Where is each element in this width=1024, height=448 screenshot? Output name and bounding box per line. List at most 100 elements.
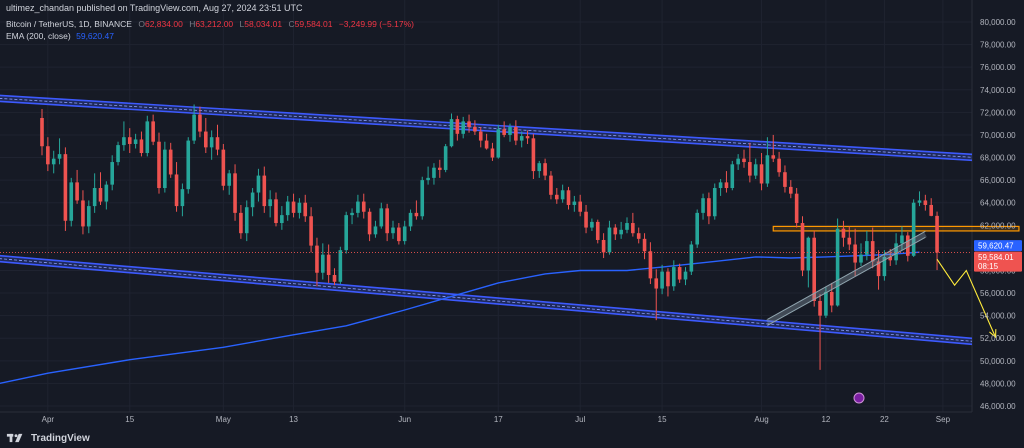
candle-body: [116, 145, 120, 163]
event-marker-icon[interactable]: [853, 392, 865, 404]
candle-body: [473, 127, 477, 132]
candle-body: [356, 201, 360, 213]
candle-body: [736, 158, 740, 165]
y-tick-label: 68,000.00: [980, 154, 1016, 163]
ema-price-tag-label: 59,620.47: [978, 242, 1014, 251]
candle-body: [677, 267, 682, 280]
candle-body: [57, 154, 62, 159]
candle-body: [718, 182, 723, 189]
lower-channel-line-mid: [0, 258, 972, 342]
candle-body: [666, 271, 670, 287]
x-tick-label: 15: [125, 415, 134, 424]
candle-body: [309, 216, 313, 246]
candle-body: [461, 121, 465, 134]
candle-body: [601, 239, 606, 253]
projection-arrow-path: [936, 258, 997, 338]
candle-body: [707, 198, 711, 217]
candle-body: [701, 198, 705, 213]
candle-body: [186, 140, 191, 190]
candle-body: [870, 241, 875, 262]
open-value: 62,834.00: [144, 19, 183, 29]
candle-body: [87, 206, 91, 227]
wedge-support-line: [767, 230, 926, 320]
y-tick-label: 46,000.00: [980, 402, 1016, 411]
y-tick-label: 66,000.00: [980, 176, 1016, 185]
candle-body: [695, 212, 699, 245]
tradingview-logo-icon: [6, 433, 23, 443]
candle-body: [835, 228, 840, 306]
candle-body: [92, 188, 97, 207]
candle-body: [110, 162, 114, 185]
lower-channel-line-fill: [0, 256, 972, 344]
candle-body: [122, 137, 126, 146]
symbol-row: Bitcoin / TetherUS, 1D, BINANCE O62,834.…: [6, 18, 414, 30]
candle-body: [847, 237, 852, 245]
candle-body: [929, 204, 933, 216]
candle-body: [672, 267, 676, 287]
close-price-tag: [974, 251, 1022, 272]
wedge-support-line: [767, 236, 926, 326]
candle-body: [631, 223, 635, 234]
upper-channel-line-top: [0, 94, 972, 156]
candle-body: [321, 254, 325, 273]
candle-body: [636, 233, 641, 239]
candle-body: [935, 215, 939, 253]
candle-body: [204, 131, 208, 148]
candle-body: [98, 188, 103, 202]
candle-body: [724, 182, 729, 189]
open-label: O: [138, 19, 145, 29]
candle-body: [560, 190, 565, 200]
candle-body: [239, 212, 243, 234]
brand-name: TradingView: [31, 432, 90, 444]
y-tick-label: 50,000.00: [980, 357, 1016, 366]
candle-body: [502, 129, 506, 135]
candle-body: [865, 241, 869, 255]
candle-body: [81, 200, 85, 227]
candle-body: [373, 226, 378, 235]
candle-body: [543, 163, 547, 176]
candle-body: [478, 131, 483, 141]
candle-body: [145, 121, 150, 154]
candle-body: [613, 227, 618, 235]
candle-body: [391, 227, 395, 234]
candle-body: [841, 228, 846, 238]
candle-body: [783, 172, 787, 187]
candle-body: [519, 136, 524, 141]
candle-body: [689, 244, 694, 272]
candle-body: [344, 215, 348, 251]
candle-body: [367, 211, 372, 235]
candle-body: [63, 154, 68, 221]
candle-body: [326, 254, 331, 275]
ema-price-tag: [974, 240, 1022, 252]
wedge-support-band: [765, 231, 927, 326]
candle-body: [771, 155, 776, 159]
candle-body: [198, 114, 202, 132]
legend: Bitcoin / TetherUS, 1D, BINANCE O62,834.…: [6, 18, 414, 42]
candle-body: [402, 226, 407, 242]
candle-body: [443, 146, 448, 170]
tradingview-footer[interactable]: TradingView: [6, 430, 90, 446]
y-tick-label: 80,000.00: [980, 18, 1016, 27]
symbol-name[interactable]: Bitcoin / TetherUS, 1D, BINANCE: [6, 19, 132, 29]
ema-label[interactable]: EMA (200, close): [6, 31, 71, 41]
candle-body: [859, 254, 863, 263]
candle-body: [157, 141, 161, 189]
candle-body: [888, 256, 893, 261]
x-tick-label: 12: [821, 415, 830, 424]
close-label: C: [288, 19, 295, 29]
candle-body: [531, 138, 536, 172]
candle-body: [765, 155, 770, 184]
candle-body: [256, 175, 261, 193]
candle-body: [280, 215, 284, 224]
ema-row: EMA (200, close) 59,620.47: [6, 30, 414, 42]
candle-body: [262, 175, 267, 207]
candle-body: [127, 137, 132, 144]
candle-body: [712, 188, 717, 217]
y-tick-label: 54,000.00: [980, 312, 1016, 321]
high-label: H: [189, 19, 196, 29]
candle-body: [794, 193, 799, 224]
candle-body: [315, 245, 319, 273]
close-value: 59,584.01: [294, 19, 333, 29]
candle-body: [642, 238, 647, 252]
